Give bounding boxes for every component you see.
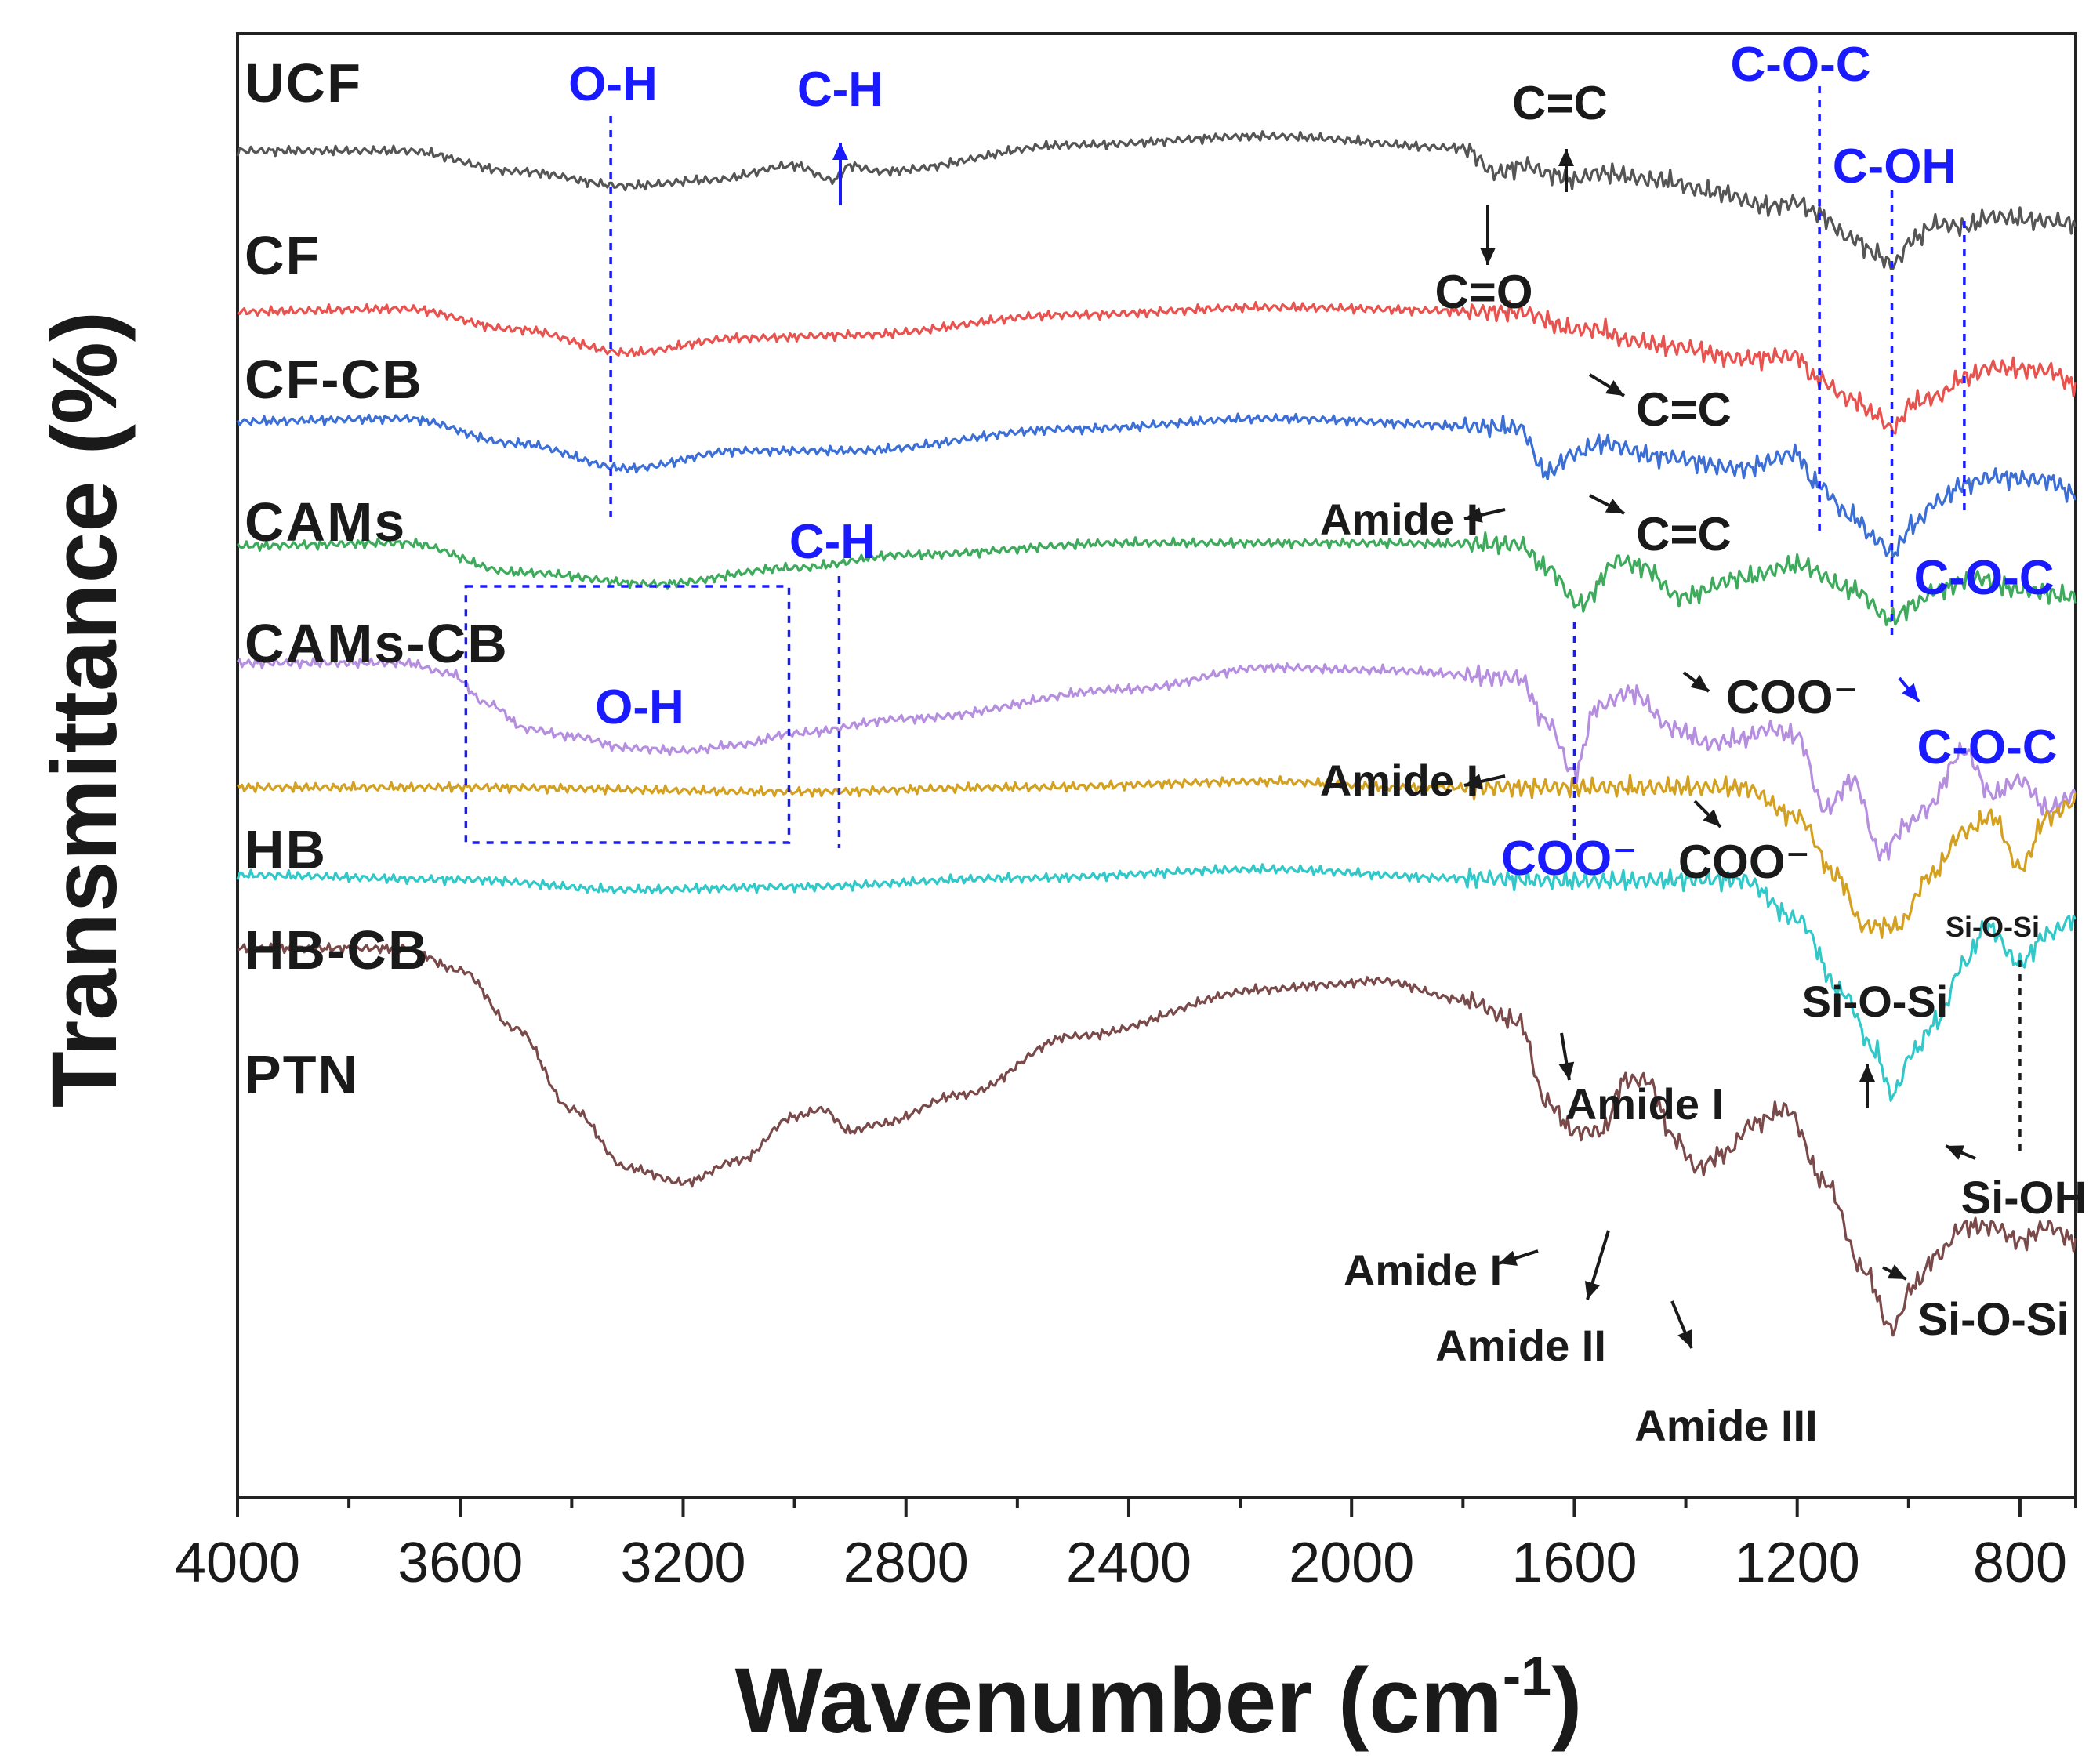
annotation-label: O-H [568,57,658,111]
cc-arrow [1589,494,1625,515]
x-tick-label: 2800 [843,1532,969,1594]
amide-arrow [1670,1300,1693,1349]
annotation-label: Amide I [1565,1079,1724,1129]
cc-arrow [1558,149,1574,192]
annotation-label: C-O-C [1913,551,2054,605]
series-label-cf-cb: CF-CB [245,349,423,410]
x-tick-label: 800 [1973,1532,2067,1594]
series-line-hb-cb [236,863,2077,1102]
cc-arrow [1588,373,1626,397]
series-line-cf [237,299,2077,435]
x-tick-label: 4000 [175,1532,300,1594]
coc-arrow [1898,676,1920,703]
x-tick-label: 3600 [397,1532,523,1594]
spectra-lines [236,130,2077,1337]
annotation-label: Si-O-Si [1946,911,2040,943]
amide-arrow [1463,507,1506,523]
series-line-hb [236,774,2077,939]
annotation-label: Amide I [1320,756,1478,805]
annotation-label: C-H [789,515,876,569]
amide-arrow [1584,1230,1610,1300]
annotation-label: C-OH [1833,140,1957,194]
series-label-cams: CAMs [245,491,406,553]
annotation-label: C=C [1512,77,1608,129]
sioh-arrow [1945,1144,1976,1160]
x-axis-ticks: 4000 3600 3200 2800 2400 2000 1600 1200 800 [175,1497,2077,1594]
coo-arrow [1682,671,1710,693]
annotation-label: Amide I [1344,1245,1502,1295]
annotation-label: COO⁻ [1726,671,1858,723]
x-tick-label: 3200 [620,1532,745,1594]
coo-arrow [1693,799,1722,828]
band-annotations: O-H C-H C=C C=O C-O-C C-OH C=C Amide I C=C C-O-C C… [568,38,2087,1450]
annotation-label: C=O [1434,266,1532,318]
annotation-label: Si-O-Si [1917,1294,2069,1345]
x-axis-title: Wavenumber (cm-1) [735,1645,1583,1753]
annotation-label: Amide I [1320,495,1478,544]
amide-arrow [1463,774,1506,789]
series-label-hb: HB [245,819,327,880]
plot-frame [236,32,2077,1499]
annotation-label: Si-OH [1960,1173,2087,1224]
x-tick-label: 2400 [1066,1532,1191,1594]
annotation-label: COO⁻ [1501,832,1638,886]
annotation-label: C-O-C [1730,38,1870,92]
annotation-label: Amide III [1634,1401,1817,1450]
co-arrow [1480,205,1496,265]
series-line-cams [236,531,2077,626]
series-label-cf: CF [245,225,321,286]
x-tick-label: 2000 [1289,1532,1414,1594]
sios-arrow [1859,1064,1875,1108]
sios-arrow [1882,1264,1907,1281]
annotation-label: C=C [1636,383,1732,436]
annotation-label: C=C [1636,508,1732,560]
series-line-ptn [237,942,2077,1337]
series-line-ucf [236,130,2077,270]
series-label-cams-cb: CAMs-CB [245,613,509,674]
x-tick-label: 1200 [1735,1532,1860,1594]
series-labels: UCF CF CF-CB CAMs CAMs-CB HB HB-CB PTN [245,53,509,1105]
amide-arrow [1498,1249,1539,1266]
oh-region-box [464,585,791,844]
series-line-cf-cb [236,412,2077,558]
plot-border [236,32,2077,1499]
series-label-ucf: UCF [245,53,362,114]
amide-arrow [1558,1032,1575,1081]
annotation-label: O-H [595,680,684,734]
band-marker-lines [464,86,2022,1156]
annotation-label: COO⁻ [1678,836,1810,888]
series-line-cams-cb [236,657,2077,862]
series-label-hb-cb: HB-CB [245,919,430,981]
x-tick-label: 1600 [1511,1532,1637,1594]
y-axis-title: Transmittance (%) [33,311,136,1108]
annotation-label: C-O-C [1917,720,2057,774]
ch-arrow [832,143,848,205]
annotation-label: Amide II [1435,1321,1606,1370]
annotation-label: C-H [797,63,883,117]
annotation-label: Si-O-Si [1802,977,1949,1026]
series-label-ptn: PTN [245,1044,359,1105]
